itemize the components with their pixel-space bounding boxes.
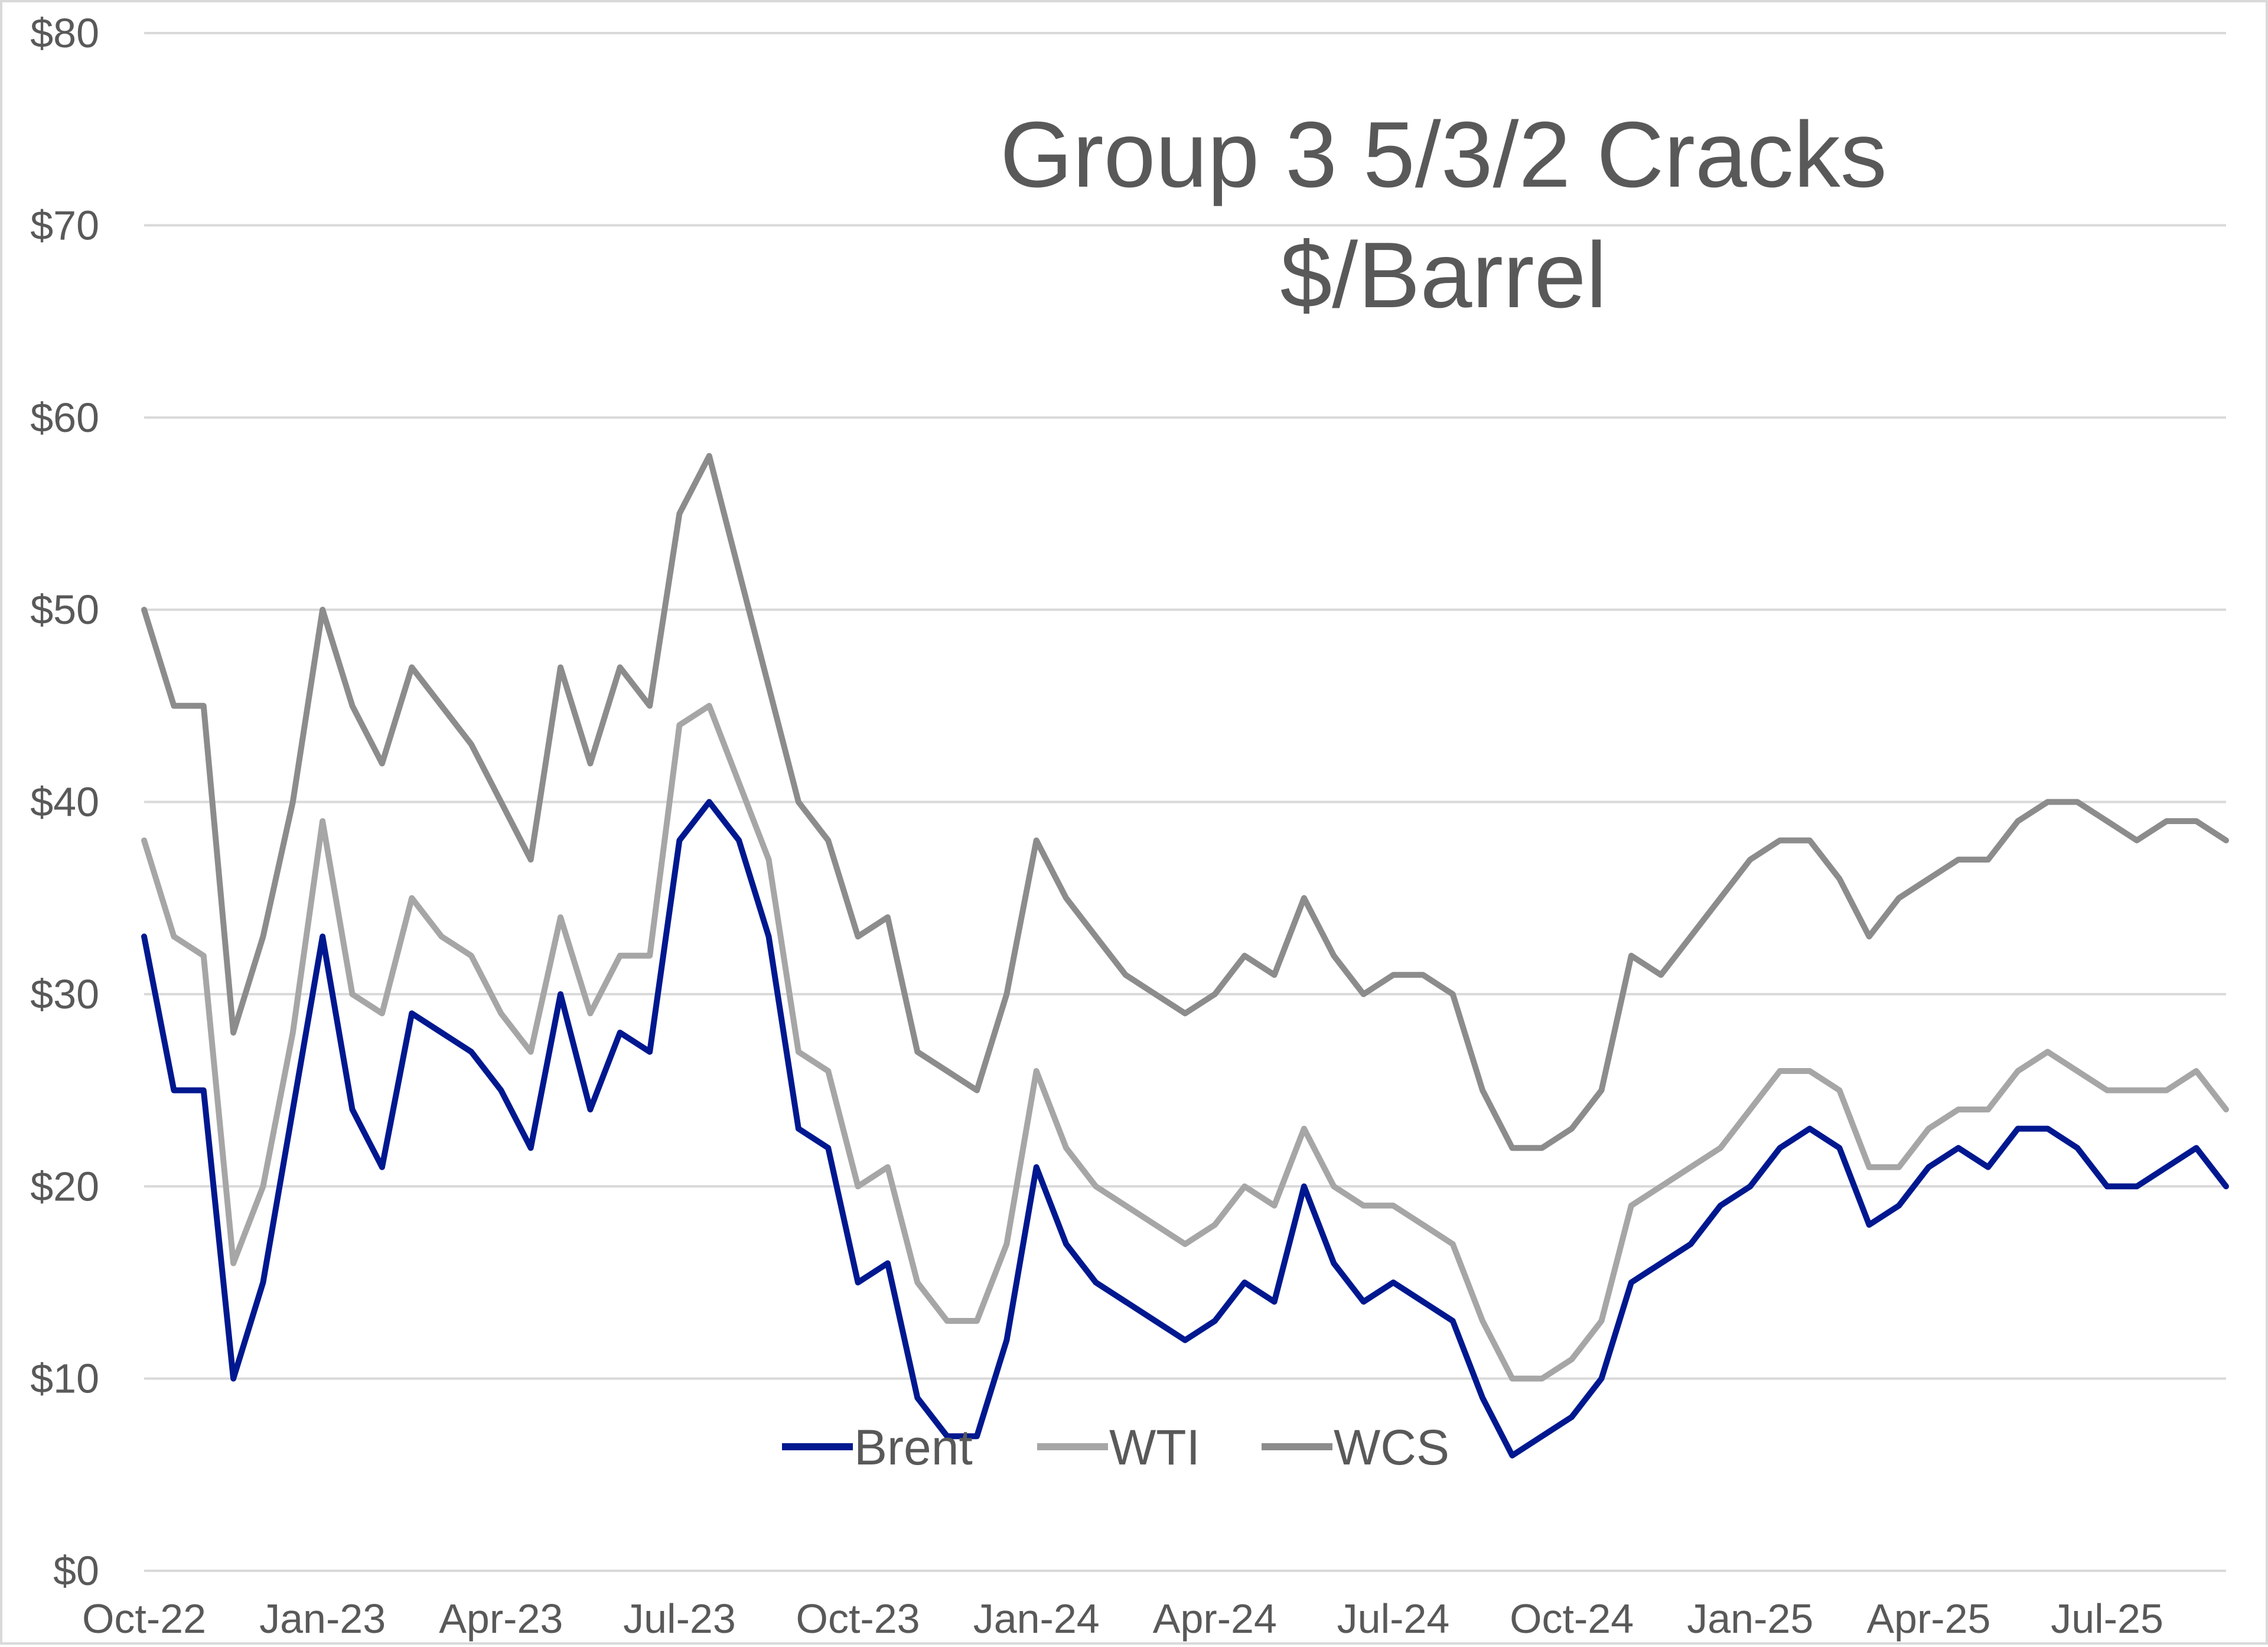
legend-label: Brent — [854, 1420, 973, 1475]
x-tick-label: Oct-22 — [82, 1596, 206, 1642]
y-tick-label: $70 — [30, 202, 99, 248]
y-tick-label: $10 — [30, 1356, 99, 1402]
y-tick-label: $50 — [30, 587, 99, 633]
x-tick-label: Apr-23 — [439, 1596, 563, 1642]
y-tick-label: $60 — [30, 395, 99, 441]
series-line-wti — [141, 702, 2229, 1382]
x-tick-label: Jul-23 — [623, 1596, 736, 1642]
y-tick-label: $80 — [30, 10, 99, 56]
y-tick-label: $40 — [30, 779, 99, 825]
x-axis-ticks: Oct-22 Jan-23 Apr-23 Jul-23 Oct-23 Jan-24 Apr-… — [82, 1596, 2163, 1642]
y-tick-label: $20 — [30, 1163, 99, 1209]
y-axis-ticks: $0 $10 $20 $30 $40 $50 $60 $70 $80 — [30, 10, 99, 1594]
x-tick-label: Apr-24 — [1153, 1596, 1277, 1642]
series-line-brent — [141, 799, 2229, 1459]
legend-label: WCS — [1334, 1420, 1449, 1475]
series-lines — [141, 453, 2229, 1459]
x-tick-label: Jan-23 — [259, 1596, 386, 1642]
y-tick-label: $0 — [53, 1548, 99, 1594]
chart-title-line-2: $/Barrel — [1280, 223, 1606, 327]
x-tick-label: Jul-25 — [2051, 1596, 2163, 1642]
x-tick-label: Apr-25 — [1866, 1596, 1990, 1642]
x-tick-label: Oct-24 — [1510, 1596, 1634, 1642]
y-tick-label: $30 — [30, 971, 99, 1017]
x-tick-label: Jan-25 — [1687, 1596, 1813, 1642]
series-line-wcs — [141, 453, 2229, 1151]
chart-title-line-1: Group 3 5/3/2 Cracks — [1000, 103, 1887, 207]
legend-label: WTI — [1109, 1420, 1200, 1475]
legend: Brent WTI WCS — [782, 1420, 1449, 1475]
x-tick-label: Jan-24 — [973, 1596, 1100, 1642]
x-tick-label: Oct-23 — [796, 1596, 920, 1642]
x-tick-label: Jul-24 — [1337, 1596, 1450, 1642]
